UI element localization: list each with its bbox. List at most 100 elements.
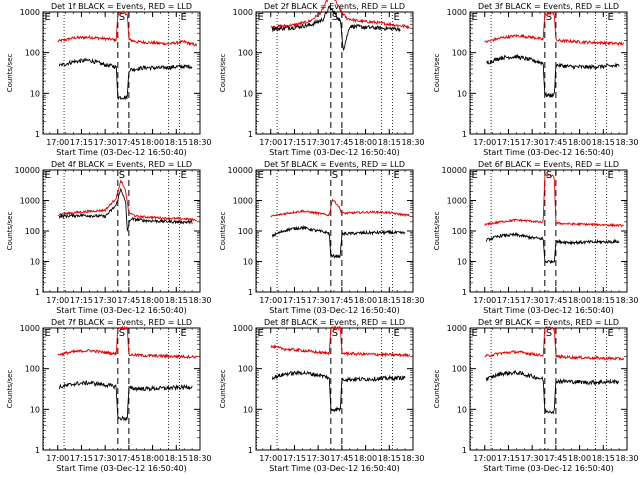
x-tick-label: 17:45: [117, 454, 140, 463]
x-tick-label: 18:30: [188, 296, 211, 305]
x-tick-label: 17:15: [497, 454, 520, 463]
series-line-lld: [57, 325, 198, 360]
y-tick-label: 100: [238, 365, 253, 374]
x-tick-label: 18:30: [615, 138, 638, 147]
panel-4: Det 4f BLACK = Events, RED = LLD 1 10 100 10…: [6, 160, 212, 315]
x-tick-label: 17:00: [473, 454, 496, 463]
y-tick-label: 1000: [447, 324, 467, 333]
series-line-events: [485, 369, 620, 415]
x-tick-label: 17:15: [283, 296, 306, 305]
panel-5: Det 5f BLACK = Events, RED = LLD 1 10 100 10…: [219, 160, 425, 315]
x-axis-label: Start Time (03-Dec-12 16:50:40): [269, 148, 400, 157]
marker-label: S: [119, 12, 125, 23]
x-tick-label: 18:00: [141, 454, 164, 463]
y-tick-label: 1: [462, 130, 467, 139]
x-tick-label: 18:15: [378, 454, 401, 463]
marker-label: E: [393, 12, 399, 23]
x-tick-label: 17:15: [70, 296, 93, 305]
series-line-lld: [270, 325, 411, 358]
y-tick-label: 100: [238, 227, 253, 236]
y-tick-label: 1000: [233, 197, 253, 206]
x-tick-label: 18:30: [188, 138, 211, 147]
x-tick-label: 18:00: [141, 296, 164, 305]
y-tick-label: 1: [35, 288, 40, 297]
marker-label: E: [45, 328, 51, 339]
y-axis-label: Counts/sec: [219, 370, 227, 409]
x-axis-label: Start Time (03-Dec-12 16:50:40): [483, 464, 614, 473]
x-tick-label: 17:00: [259, 454, 282, 463]
x-tick-label: 17:30: [94, 454, 117, 463]
marker-label: E: [607, 12, 613, 23]
marker-label: E: [180, 12, 186, 23]
marker-label: E: [472, 12, 478, 23]
plot-frame: [469, 11, 628, 135]
y-tick-label: 1: [462, 288, 467, 297]
y-tick-label: 1000: [20, 8, 40, 17]
marker-label: S: [332, 12, 338, 23]
marker-label: E: [472, 328, 478, 339]
panel-title: Det 6f BLACK = Events, RED = LLD: [478, 160, 619, 169]
x-tick-label: 17:45: [544, 296, 567, 305]
y-axis-label: Counts/sec: [433, 212, 441, 251]
x-axis-label: Start Time (03-Dec-12 16:50:40): [483, 306, 614, 315]
series-line-events: [271, 5, 401, 52]
x-tick-label: 17:15: [283, 138, 306, 147]
y-axis-label: Counts/sec: [433, 54, 441, 93]
y-tick-label: 100: [452, 49, 467, 58]
series-line-events: [58, 380, 193, 422]
panel-3: Det 3f BLACK = Events, RED = LLD 1 10 100 10…: [433, 2, 639, 157]
x-tick-label: 17:15: [497, 138, 520, 147]
marker-label: E: [258, 12, 264, 23]
y-tick-label: 100: [452, 365, 467, 374]
x-tick-label: 18:00: [568, 296, 591, 305]
y-tick-label: 10000: [228, 166, 253, 175]
x-tick-label: 17:30: [521, 454, 544, 463]
y-tick-label: 100: [25, 365, 40, 374]
panel-2: Det 2f BLACK = Events, RED = LLD 1 10 100 10…: [219, 0, 425, 157]
x-tick-label: 17:45: [330, 454, 353, 463]
x-tick-label: 17:45: [117, 296, 140, 305]
marker-label: E: [393, 170, 399, 181]
y-tick-label: 10: [243, 89, 253, 98]
x-tick-label: 18:30: [401, 138, 424, 147]
y-axis-label: Counts/sec: [219, 54, 227, 93]
marker-label: E: [45, 170, 51, 181]
panel-7: Det 7f BLACK = Events, RED = LLD 1 10 100 10…: [6, 318, 212, 473]
panel-1: Det 1f BLACK = Events, RED = LLD 1 10 100 10…: [6, 2, 212, 157]
series-line-events: [486, 54, 620, 99]
x-tick-label: 17:00: [46, 138, 69, 147]
x-tick-label: 18:00: [354, 296, 377, 305]
y-tick-label: 10: [457, 258, 467, 267]
x-tick-label: 18:00: [141, 138, 164, 147]
marker-label: E: [258, 328, 264, 339]
x-tick-label: 17:00: [473, 296, 496, 305]
y-axis-label: Counts/sec: [219, 212, 227, 251]
x-tick-label: 17:45: [330, 296, 353, 305]
x-tick-label: 17:30: [521, 138, 544, 147]
series-line-lld: [484, 11, 624, 47]
panel-title: Det 4f BLACK = Events, RED = LLD: [51, 160, 192, 169]
y-tick-label: 1: [248, 288, 253, 297]
series-line-events: [271, 369, 406, 413]
x-tick-label: 17:45: [544, 454, 567, 463]
x-tick-label: 17:45: [117, 138, 140, 147]
x-tick-label: 18:15: [592, 138, 615, 147]
x-tick-label: 18:00: [354, 454, 377, 463]
x-tick-label: 17:45: [544, 138, 567, 147]
x-axis-label: Start Time (03-Dec-12 16:50:40): [56, 148, 187, 157]
x-axis-label: Start Time (03-Dec-12 16:50:40): [483, 148, 614, 157]
plot-frame: [469, 327, 628, 451]
x-tick-label: 17:30: [94, 296, 117, 305]
y-tick-label: 1000: [233, 324, 253, 333]
x-tick-label: 18:30: [615, 454, 638, 463]
panel-6: Det 6f BLACK = Events, RED = LLD 1 10 100 10…: [433, 160, 639, 315]
x-tick-label: 18:15: [592, 454, 615, 463]
x-tick-label: 17:00: [46, 454, 69, 463]
y-tick-label: 100: [238, 49, 253, 58]
series-line-events: [58, 187, 193, 233]
series-line-events: [485, 232, 620, 264]
x-tick-label: 17:15: [497, 296, 520, 305]
y-tick-label: 1000: [20, 197, 40, 206]
marker-label: S: [119, 328, 125, 339]
